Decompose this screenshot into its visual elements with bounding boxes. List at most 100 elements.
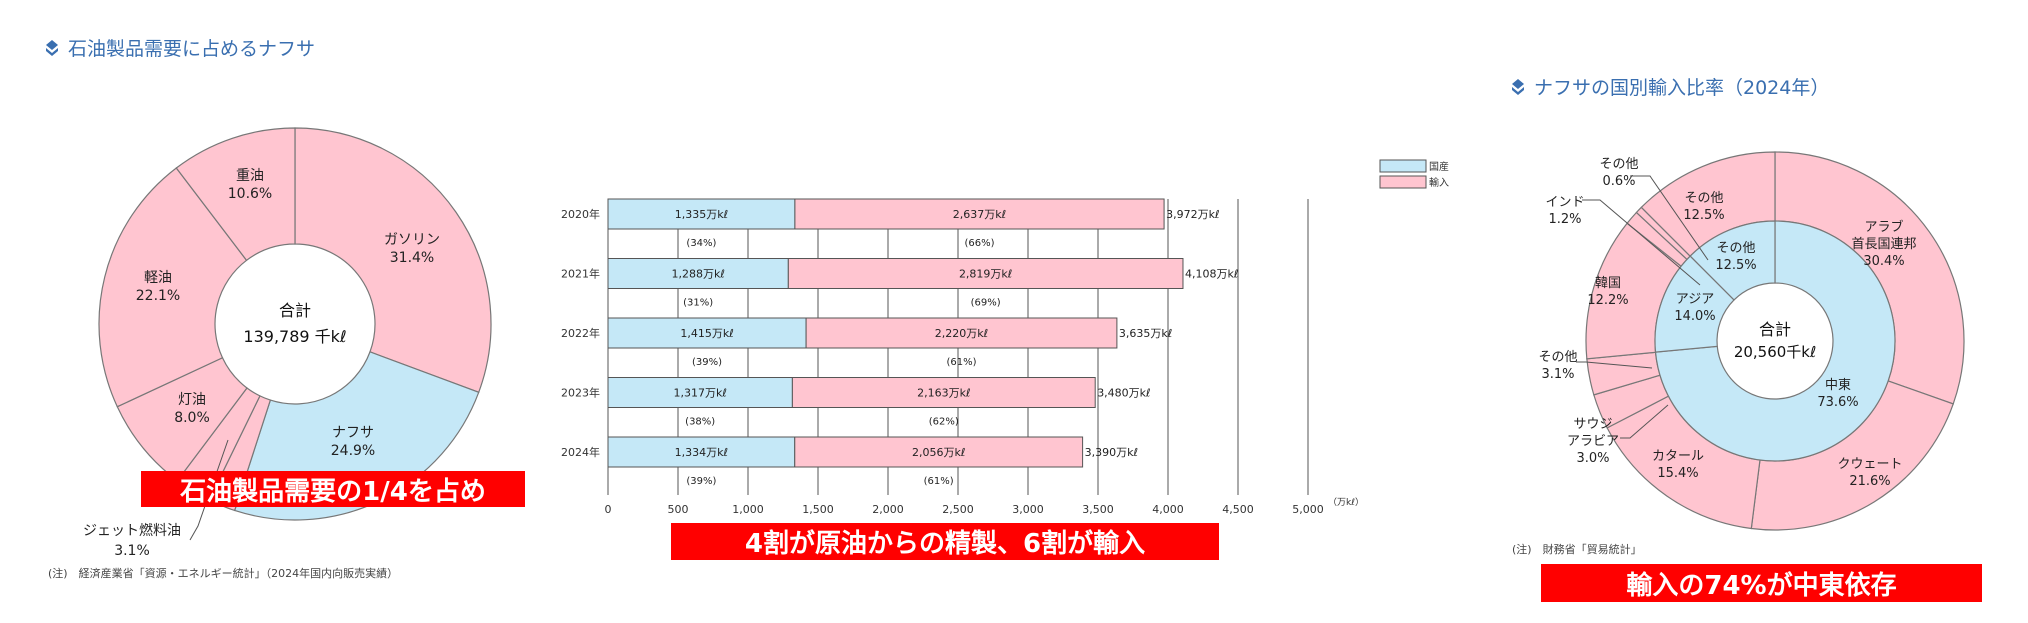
left-title-text: 石油製品需要に占めるナフサ <box>68 38 316 60</box>
bar-import <box>805 317 1118 349</box>
outer-label: カタール 15.4% <box>1652 449 1704 481</box>
stacked-bar-chart: 0 500 1,000 1,500 2,000 2,500 3,000 3,500 4,000 4… <box>561 159 1449 516</box>
right-title-text: ナフサの国別輸入比率（2024年） <box>1534 77 1830 99</box>
slice-label: ナフサ 24.9% <box>331 425 375 459</box>
percent-label: (39%) <box>692 357 722 368</box>
jet-fuel-value: 3.1% <box>114 543 150 559</box>
bar-domestic <box>607 377 793 408</box>
total-label: 3,635万kℓ <box>1119 327 1172 340</box>
outer-label: 韓国 12.2% <box>1587 276 1628 308</box>
percent-label: (61%) <box>924 476 954 487</box>
slice-label: 重油 10.6% <box>228 168 272 202</box>
bar-domestic <box>607 317 807 349</box>
right-banner: 輸入の74%が中東依存 <box>1541 564 1982 602</box>
center-value: 20,560千kℓ <box>1734 343 1816 361</box>
x-tick-label: 2,000 <box>872 503 904 516</box>
leader-line <box>189 439 229 541</box>
outer-label: その他 12.5% <box>1683 191 1724 223</box>
outer-label: クウェート 21.6% <box>1837 457 1902 489</box>
data-label: 2,220万kℓ <box>935 327 988 340</box>
total-label: 3,480万kℓ <box>1097 387 1150 400</box>
legend-label-import: 輸入 <box>1429 176 1449 189</box>
bullet-icon <box>46 39 58 56</box>
slice-label: 軽油 22.1% <box>136 270 180 304</box>
leader-line <box>1620 404 1669 439</box>
pie-slice <box>294 127 492 394</box>
right-section-title: ナフサの国別輸入比率（2024年） <box>1512 73 1829 100</box>
data-label: 2,056万kℓ <box>912 446 965 459</box>
leader-line <box>1630 175 1709 261</box>
center-value: 139,789 千kℓ <box>243 327 346 346</box>
pie-slice <box>175 127 296 262</box>
data-label: 1,415万kℓ <box>680 327 733 340</box>
middle-banner: 4割が原油からの精製、6割が輸入 <box>671 523 1219 560</box>
data-label: 1,335万kℓ <box>675 208 728 221</box>
percent-label: (39%) <box>686 476 716 487</box>
legend-label-domestic: 国産 <box>1429 160 1449 173</box>
total-label: 3,390万kℓ <box>1085 446 1138 459</box>
x-tick-label: 1,000 <box>732 503 764 516</box>
slice-label: ガソリン 31.4% <box>384 232 440 266</box>
leader-line <box>1576 361 1653 369</box>
outer-label: その他 3.1% <box>1538 350 1577 382</box>
right-note: (注) 財務省「貿易統計」 <box>1512 543 1642 556</box>
percent-label: (69%) <box>971 298 1001 309</box>
left-section-title: 石油製品需要に占めるナフサ <box>46 34 315 61</box>
outer-label: その他 0.6% <box>1599 157 1638 189</box>
inner-label: アジア 14.0% <box>1674 292 1715 324</box>
outer-label: サウジアラビア 3.0% <box>1567 417 1619 466</box>
category-label: 2022年 <box>561 326 600 340</box>
jet-fuel-label: ジェット燃料油 <box>83 522 181 539</box>
x-unit-label: （万kℓ） <box>1328 497 1364 508</box>
center-label: 合計 <box>279 301 311 320</box>
outer-label: アラブ首長国連邦 30.4% <box>1851 219 1916 269</box>
data-label: 1,334万kℓ <box>675 446 728 459</box>
total-label: 3,972万kℓ <box>1166 208 1219 221</box>
right-donut-chart: 中東 73.6%アジア 14.0%その他 12.5%アラブ首長国連邦 30.4%クウェー… <box>1538 151 1965 531</box>
outer-label: インド 1.2% <box>1545 195 1584 227</box>
percent-label: (61%) <box>946 357 976 368</box>
inner-label: 中東 73.6% <box>1817 377 1858 410</box>
leader-line <box>1582 199 1701 286</box>
bullet-icon <box>1512 78 1524 95</box>
center-label: 合計 <box>1759 320 1791 339</box>
bar-domestic <box>607 436 796 468</box>
x-tick-label: 3,500 <box>1082 503 1114 516</box>
x-tick-label: 500 <box>668 503 689 516</box>
percent-label: (34%) <box>686 238 716 249</box>
category-label: 2023年 <box>561 386 600 400</box>
legend-swatch-domestic <box>1379 159 1427 173</box>
bar-domestic <box>607 198 796 230</box>
x-tick-label: 4,500 <box>1222 503 1254 516</box>
total-label: 4,108万kℓ <box>1185 268 1238 281</box>
bar-domestic <box>607 258 789 289</box>
inner-label: その他 12.5% <box>1715 241 1756 273</box>
pie-slice <box>98 167 248 408</box>
x-tick-label: 1,500 <box>802 503 834 516</box>
data-label: 2,163万kℓ <box>917 387 970 400</box>
category-label: 2024年 <box>561 445 600 459</box>
x-tick-label: 2,500 <box>942 503 974 516</box>
inner-slice <box>1654 220 1896 462</box>
inner-slice <box>1689 220 1776 301</box>
category-label: 2020年 <box>561 207 600 221</box>
x-tick-label: 4,000 <box>1152 503 1184 516</box>
bar-import <box>787 258 1184 289</box>
bar-import <box>791 377 1096 408</box>
slice-label: 灯油 8.0% <box>174 392 210 426</box>
x-tick-label: 0 <box>605 503 612 516</box>
left-banner: 石油製品需要の1/4を占め <box>141 471 525 507</box>
percent-label: (62%) <box>929 417 959 428</box>
category-label: 2021年 <box>561 267 600 281</box>
bar-import <box>794 198 1165 230</box>
percent-label: (31%) <box>683 298 713 309</box>
bar-import <box>794 436 1084 468</box>
legend-swatch-import <box>1379 175 1427 189</box>
percent-label: (38%) <box>685 417 715 428</box>
percent-label: (66%) <box>964 238 994 249</box>
data-label: 1,317万kℓ <box>673 387 726 400</box>
x-tick-label: 5,000 <box>1292 503 1324 516</box>
data-label: 2,637万kℓ <box>953 208 1006 221</box>
data-label: 2,819万kℓ <box>959 268 1012 281</box>
left-note: (注) 経済産業省「資源・エネルギー統計」（2024年国内向販売実績） <box>48 567 399 580</box>
